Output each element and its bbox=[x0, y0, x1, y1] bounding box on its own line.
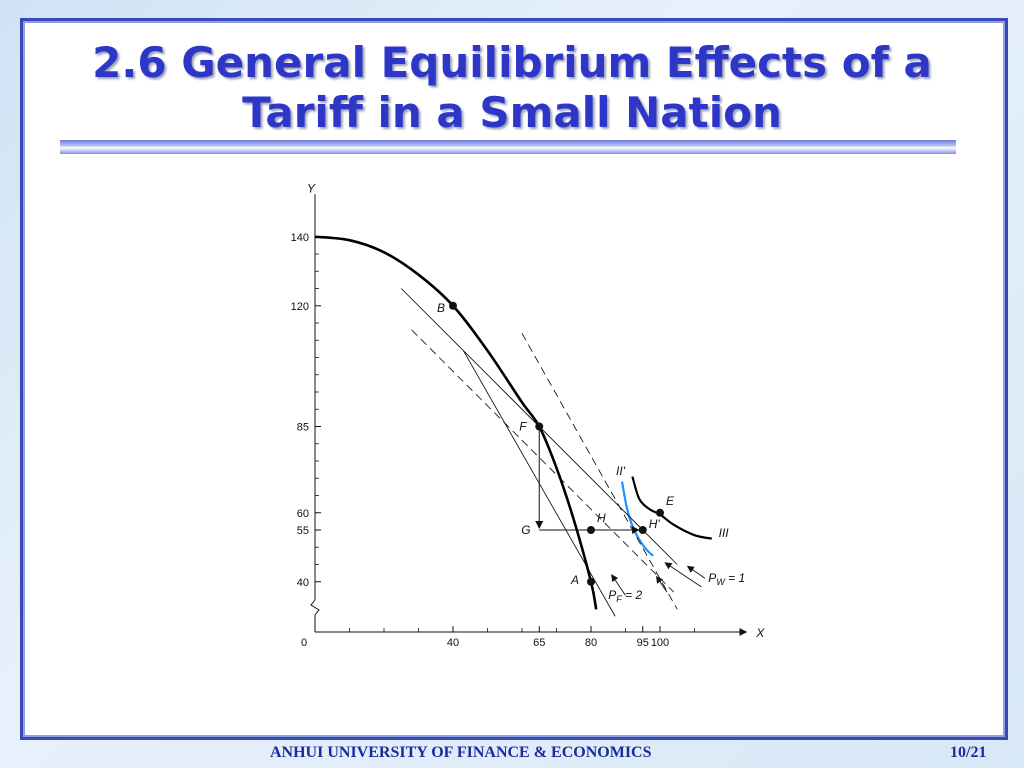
footer-page-number: 10/21 bbox=[950, 744, 987, 761]
x-tick-label: 95 bbox=[637, 637, 649, 649]
series-price-line-dashed-6 bbox=[521, 333, 678, 610]
point-E bbox=[656, 508, 664, 517]
curve-label-II-prime: II' bbox=[616, 464, 626, 478]
point-label: H' bbox=[649, 517, 661, 531]
x-tick-label: 65 bbox=[533, 637, 545, 649]
series-lines bbox=[314, 235, 712, 617]
point-label: H bbox=[597, 511, 606, 525]
y-tick-label: 55 bbox=[297, 525, 309, 537]
price-label-pf: PF = 2 bbox=[608, 588, 642, 604]
point-label: G bbox=[521, 523, 530, 537]
point-label: B bbox=[437, 301, 445, 315]
point-label: A bbox=[570, 573, 579, 587]
guide-lines bbox=[535, 426, 640, 534]
point-label: F bbox=[519, 420, 527, 434]
series-price-line-dashed-5 bbox=[411, 329, 675, 593]
equilibrium-points: B F A H H' E G bbox=[437, 301, 675, 587]
y-tick-label: 60 bbox=[297, 508, 309, 520]
curve-label-III: III bbox=[719, 526, 730, 540]
x-axis-label: X bbox=[755, 626, 765, 640]
origin-label: 0 bbox=[301, 637, 307, 649]
y-axis-break bbox=[310, 599, 320, 632]
point-H bbox=[587, 526, 595, 534]
point-H-prime bbox=[638, 526, 647, 534]
title-underline bbox=[60, 140, 956, 154]
point-F bbox=[535, 422, 544, 431]
slide-title: 2.6 General Equilibrium Effects of a Tar… bbox=[30, 38, 994, 138]
series-ppf-0 bbox=[314, 235, 598, 610]
y-tick-label: 40 bbox=[297, 577, 309, 589]
point-B bbox=[449, 301, 457, 310]
price-label-pw: PW = 1 bbox=[708, 571, 745, 587]
price-arrow-pf bbox=[611, 574, 626, 596]
title-line-2: Tariff in a Small Nation bbox=[242, 88, 782, 137]
x-tick-label: 80 bbox=[585, 637, 597, 649]
y-tick-label: 85 bbox=[297, 422, 309, 434]
price-arrow-pw-1 bbox=[686, 565, 706, 579]
point-label: E bbox=[666, 494, 675, 508]
x-tick-label: 100 bbox=[651, 637, 669, 649]
price-arrow-pw-2 bbox=[656, 575, 668, 593]
price-arrow-pw-3 bbox=[664, 562, 702, 588]
x-tick-label: 40 bbox=[447, 637, 459, 649]
y-tick-label: 120 bbox=[291, 301, 309, 313]
footer-organization: ANHUI UNIVERSITY OF FINANCE & ECONOMICS bbox=[270, 744, 652, 761]
title-line-1: 2.6 General Equilibrium Effects of a bbox=[92, 38, 932, 87]
axis-ticks: 40 55 60 85 120 140 40 65 80 95 100 bbox=[291, 232, 695, 649]
point-A bbox=[587, 577, 595, 586]
y-axis-label: Y bbox=[307, 181, 316, 195]
slide-frame bbox=[20, 18, 1008, 740]
y-tick-label: 140 bbox=[291, 232, 309, 244]
